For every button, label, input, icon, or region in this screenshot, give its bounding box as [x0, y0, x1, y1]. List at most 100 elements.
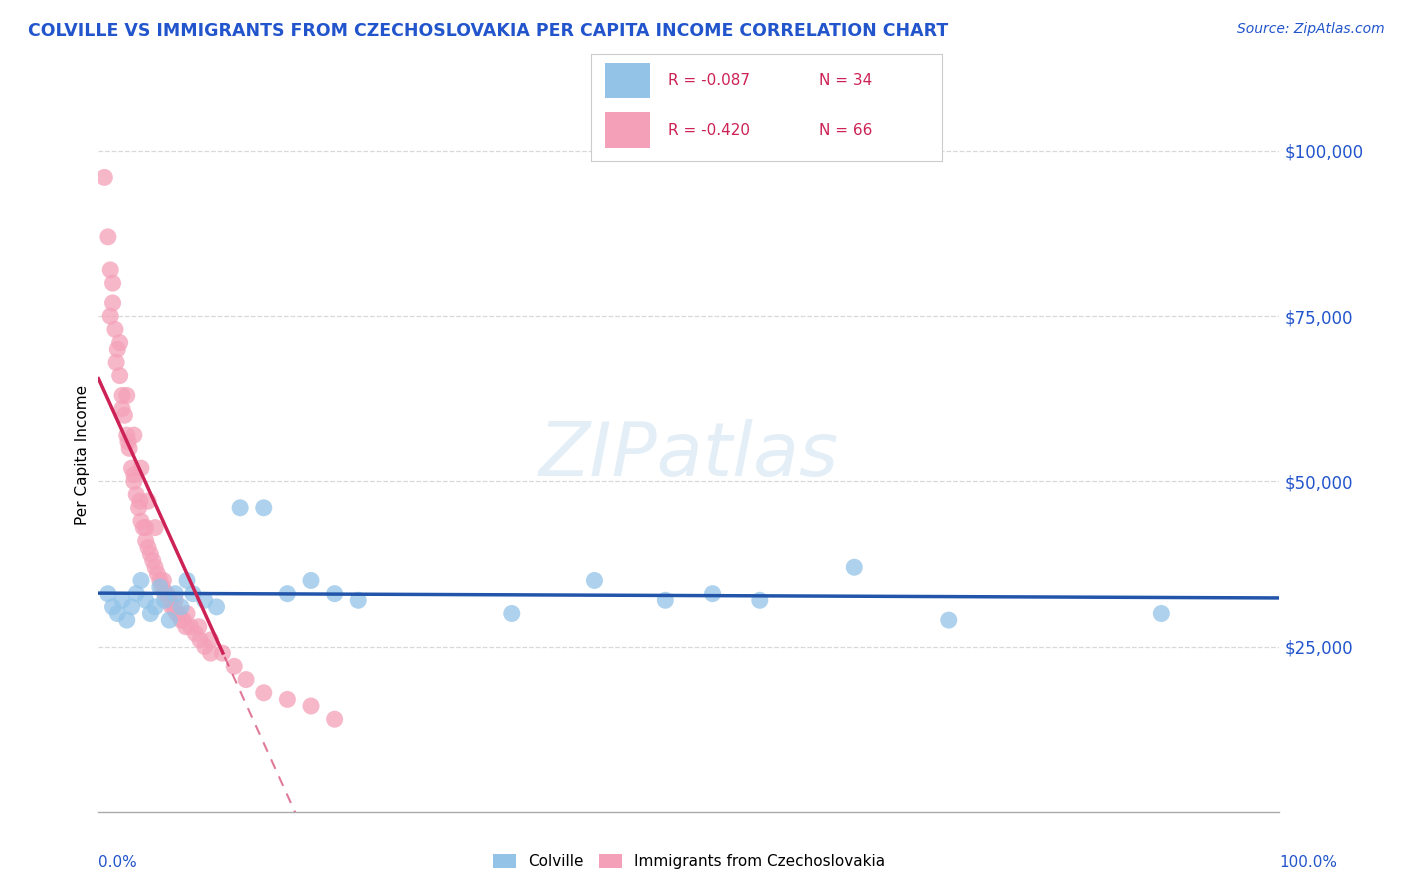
Point	[135, 593, 157, 607]
Point	[150, 580, 173, 594]
Point	[97, 587, 120, 601]
Point	[101, 276, 124, 290]
Point	[129, 461, 152, 475]
Point	[128, 500, 150, 515]
Point	[136, 541, 159, 555]
Point	[112, 409, 135, 423]
Point	[224, 659, 246, 673]
Point	[176, 574, 198, 588]
Text: Source: ZipAtlas.com: Source: ZipAtlas.com	[1237, 22, 1385, 37]
Point	[938, 613, 960, 627]
Point	[165, 587, 187, 601]
Point	[129, 514, 152, 528]
Point	[115, 613, 138, 627]
Point	[748, 593, 770, 607]
Point	[142, 554, 165, 568]
Point	[165, 607, 187, 621]
Point	[160, 599, 183, 614]
Point	[146, 566, 169, 581]
Point	[149, 580, 172, 594]
Point	[583, 574, 606, 588]
Point	[157, 593, 180, 607]
Point	[149, 574, 172, 588]
Text: 100.0%: 100.0%	[1279, 855, 1337, 870]
Text: 0.0%: 0.0%	[98, 855, 138, 870]
Point	[111, 593, 134, 607]
Point	[101, 599, 124, 614]
Point	[125, 487, 148, 501]
Point	[181, 587, 204, 601]
Point	[187, 620, 209, 634]
FancyBboxPatch shape	[605, 112, 650, 148]
Point	[108, 368, 131, 383]
Point	[139, 547, 162, 561]
Text: ZIPatlas: ZIPatlas	[538, 419, 839, 491]
Point	[118, 442, 141, 456]
Point	[129, 574, 152, 588]
Point	[157, 613, 180, 627]
Point	[194, 593, 217, 607]
Point	[136, 494, 159, 508]
Point	[111, 388, 134, 402]
Point	[276, 587, 298, 601]
Text: COLVILLE VS IMMIGRANTS FROM CZECHOSLOVAKIA PER CAPITA INCOME CORRELATION CHART: COLVILLE VS IMMIGRANTS FROM CZECHOSLOVAK…	[28, 22, 949, 40]
Point	[253, 686, 276, 700]
Point	[105, 355, 128, 369]
Point	[323, 587, 346, 601]
Point	[139, 607, 162, 621]
Text: N = 66: N = 66	[818, 122, 872, 137]
Point	[172, 613, 194, 627]
Point	[299, 698, 322, 713]
Point	[167, 607, 190, 621]
Point	[115, 388, 138, 402]
Point	[143, 599, 166, 614]
Y-axis label: Per Capita Income: Per Capita Income	[75, 384, 90, 525]
Point	[121, 461, 143, 475]
Point	[702, 587, 724, 601]
Point	[101, 296, 124, 310]
Point	[200, 646, 222, 660]
Point	[1150, 607, 1173, 621]
Point	[347, 593, 370, 607]
Point	[174, 620, 197, 634]
FancyBboxPatch shape	[605, 63, 650, 98]
Point	[235, 673, 257, 687]
Point	[105, 607, 128, 621]
Point	[844, 560, 866, 574]
Point	[229, 500, 252, 515]
Point	[194, 640, 217, 654]
Point	[163, 599, 186, 614]
Point	[165, 593, 187, 607]
Point	[132, 520, 155, 534]
Point	[98, 309, 121, 323]
Point	[115, 428, 138, 442]
Text: R = -0.420: R = -0.420	[668, 122, 749, 137]
Point	[501, 607, 523, 621]
Legend: Colville, Immigrants from Czechoslovakia: Colville, Immigrants from Czechoslovakia	[486, 848, 891, 875]
Point	[135, 533, 157, 548]
Point	[156, 587, 179, 601]
Point	[188, 632, 211, 647]
Point	[276, 692, 298, 706]
Point	[170, 599, 193, 614]
Point	[122, 467, 145, 482]
Point	[253, 500, 276, 515]
Point	[176, 607, 198, 621]
Point	[128, 494, 150, 508]
Point	[122, 428, 145, 442]
Point	[654, 593, 676, 607]
Point	[97, 230, 120, 244]
Point	[135, 520, 157, 534]
Point	[143, 520, 166, 534]
Point	[200, 632, 222, 647]
Point	[105, 342, 128, 356]
Point	[117, 434, 139, 449]
Point	[205, 599, 228, 614]
Point	[323, 712, 346, 726]
Text: N = 34: N = 34	[818, 73, 872, 88]
Point	[125, 587, 148, 601]
Point	[98, 263, 121, 277]
Point	[122, 475, 145, 489]
Point	[180, 620, 202, 634]
Point	[153, 587, 176, 601]
